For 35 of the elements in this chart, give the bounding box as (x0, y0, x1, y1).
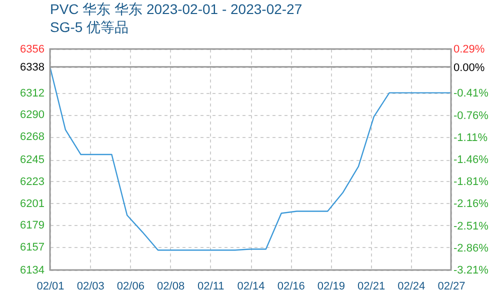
y-tick-label: 6356 (20, 44, 44, 56)
y2-tick-label: -2.86% (454, 242, 489, 254)
y-tick-label: 6290 (20, 109, 44, 122)
y2-tick-label: -0.76% (454, 110, 489, 122)
y-tick-label: 6338 (20, 61, 44, 74)
x-tick-label: 02/19 (317, 280, 345, 292)
x-tick-label: 02/01 (36, 280, 64, 292)
x-tick-label: 02/21 (358, 280, 386, 292)
x-tick-label: 02/08 (157, 280, 185, 292)
y-tick-label: 6312 (20, 87, 44, 100)
x-tick-label: 02/16 (277, 280, 305, 292)
y2-tick-label: -1.81% (454, 176, 489, 188)
x-tick-label: 02/11 (198, 280, 224, 292)
y-tick-label: 6223 (20, 176, 44, 188)
chart-title: PVC 华东 华东 2023-02-01 - 2023-02-27 (50, 1, 302, 17)
y-tick-label: 6245 (20, 154, 44, 166)
y-tick-label: 6179 (20, 220, 44, 232)
y-tick-label: 6201 (20, 198, 44, 210)
x-tick-label: 02/27 (438, 280, 466, 292)
y2-tick-label: 0.29% (454, 44, 485, 56)
y2-tick-label: -1.46% (454, 154, 489, 166)
chart-subtitle: SG-5 优等品 (50, 19, 129, 35)
x-tick-label: 02/24 (398, 280, 426, 292)
y2-tick-label: -2.16% (454, 198, 489, 210)
y-tick-label: 6268 (20, 131, 44, 144)
x-tick-label: 02/06 (116, 280, 144, 292)
x-tick-label: 02/03 (76, 280, 104, 292)
x-tick-label: 02/14 (237, 280, 265, 292)
y2-tick-label: -0.41% (454, 88, 489, 100)
y2-tick-label: -3.21% (454, 264, 489, 276)
y-tick-label: 6157 (20, 242, 44, 254)
y2-tick-label: 0.00% (454, 62, 485, 74)
y2-tick-label: -1.11% (454, 132, 488, 144)
y-tick-label: 6134 (20, 264, 44, 276)
y2-tick-label: -2.51% (454, 220, 489, 232)
